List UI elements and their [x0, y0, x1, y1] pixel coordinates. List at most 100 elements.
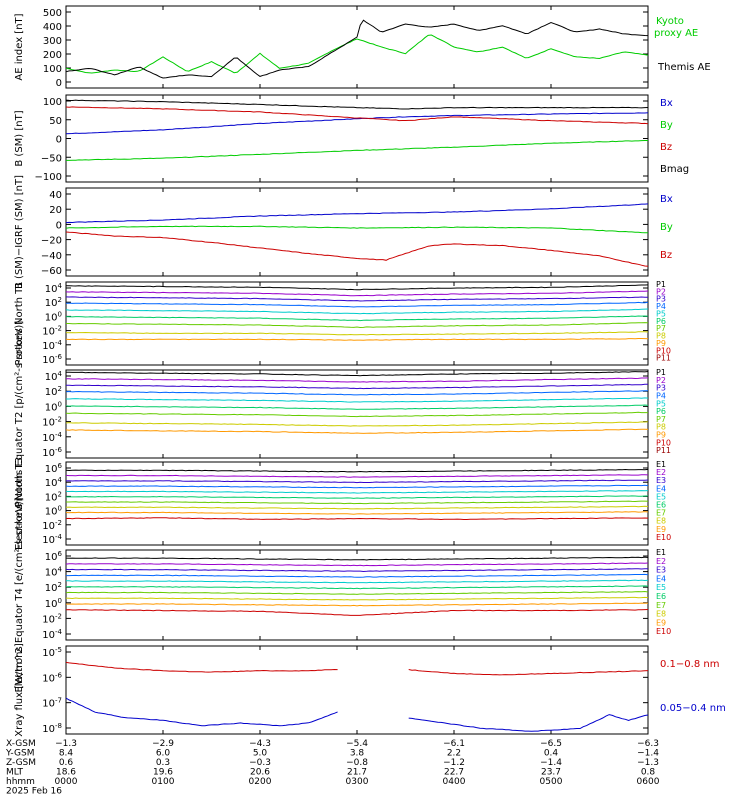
legend-xray-short: 0.05−0.4 nm	[660, 703, 726, 714]
footer-row-label: Z-GSM	[6, 758, 36, 768]
y-tick-label: 10-2	[42, 612, 62, 625]
series-line-Bx	[65, 112, 649, 135]
y-tick-label: 106	[45, 462, 63, 475]
series-line-Bx	[65, 203, 649, 224]
y-tick-label: 10-2	[42, 325, 62, 338]
y-tick-label: 10-8	[42, 722, 62, 735]
legend-kyoto: Kyoto	[656, 16, 684, 27]
legend-channel-E4: E4	[656, 484, 666, 493]
legend-channel-P1: P1	[656, 280, 666, 289]
footer-value: 2.2	[447, 749, 461, 759]
series-line-E9	[66, 602, 649, 607]
footer-value: 0.6	[59, 758, 74, 768]
footer-value: −0.3	[249, 758, 271, 768]
y-tick-label: 10-4	[42, 628, 62, 641]
series-line-P8	[65, 331, 649, 336]
footer-value: −5.4	[346, 739, 368, 749]
y-tick-label: 10-4	[42, 431, 62, 444]
y-tick-label: 104	[45, 476, 63, 489]
footer-value: −1.3	[637, 758, 659, 768]
legend-dbx: Bx	[660, 194, 673, 205]
legend-by: By	[660, 120, 673, 131]
y-tick-label: 102	[45, 385, 62, 398]
footer-value: −1.4	[637, 749, 659, 759]
legend-channel-P6: P6	[656, 317, 666, 326]
footer-value: 21.7	[347, 768, 367, 778]
legend-channel-E9: E9	[656, 525, 666, 534]
series-line-E4	[65, 484, 649, 489]
y-tick-label: −50	[41, 153, 62, 164]
panel-3: 40 20 0 −20 −40 −60 B (SM)−IGRF (SM) [nT]	[14, 175, 649, 289]
y-tick-label: 20	[49, 205, 62, 216]
series-line-By	[65, 225, 649, 234]
y-tick-label: 400	[43, 22, 62, 33]
footer-value: 20.6	[250, 768, 270, 778]
series-line-E7	[65, 590, 649, 595]
series-line-P7	[65, 411, 648, 418]
series-line-E3	[65, 568, 649, 573]
series-line-P2	[65, 290, 649, 297]
y-tick-label: 500	[43, 8, 62, 19]
series-line-E10	[65, 517, 649, 521]
y-tick-label: −60	[41, 266, 62, 277]
legend-channel-P3: P3	[656, 384, 666, 393]
legend-channel-P4: P4	[656, 391, 666, 400]
legend-channel-P6: P6	[656, 407, 666, 416]
panel-frame	[65, 5, 649, 89]
series-line-Themis-AE	[65, 19, 649, 79]
series-line-E1	[65, 468, 649, 473]
y-tick-label: 10-7	[42, 697, 62, 710]
series-line-E6	[66, 495, 649, 499]
legend-channel-P8: P8	[656, 423, 666, 432]
series-line-E9	[65, 511, 649, 515]
series-line-P5	[66, 397, 649, 403]
legend-channel-P5: P5	[656, 309, 666, 318]
footer-row-label: X-GSM	[6, 739, 36, 749]
footer-row-label: Y-GSM	[5, 749, 34, 759]
footer-value: 0.3	[156, 758, 170, 768]
legend-channel-P5: P5	[656, 399, 666, 408]
series-line-Kyoto-proxy-AE	[65, 34, 649, 74]
y-tick-label: 10-4	[42, 533, 62, 546]
footer-value: 0600	[637, 777, 660, 787]
y-tick-label: 0	[56, 220, 62, 231]
series-line-P1	[66, 371, 649, 377]
legend-xray-long: 0.1−0.8 nm	[660, 659, 719, 670]
panel-frame	[65, 187, 649, 277]
legend-channel-P11: P11	[656, 446, 671, 455]
y-tick-label: 104	[45, 566, 63, 579]
legend-channel-P7: P7	[656, 324, 666, 333]
footer-row-label: MLT	[6, 768, 24, 778]
y-tick-label: 10-2	[42, 416, 62, 429]
y-tick-label: 10-2	[42, 519, 62, 532]
legend-channel-E10: E10	[656, 533, 671, 542]
y-tick-label: 104	[45, 282, 63, 295]
legend-channel-E5: E5	[656, 583, 666, 592]
legend-channel-E5: E5	[656, 492, 666, 501]
series-line-E6	[65, 585, 649, 590]
legend-channel-E3: E3	[656, 476, 666, 485]
y-axis-label: Electrons Equator T4 [e/(cm²-s-sr-keV)]	[14, 497, 25, 692]
footer-value: −6.1	[443, 739, 465, 749]
footer-value: 19.6	[153, 768, 173, 778]
panel-frame	[65, 281, 649, 366]
panel-2: 100 50 0 −50 −100 B (SM) [nT]	[14, 94, 649, 183]
y-tick-label: 200	[43, 50, 62, 61]
legend-channel-E10: E10	[656, 627, 671, 636]
series-line-E2	[65, 474, 649, 478]
legend-channel-P4: P4	[656, 302, 666, 311]
y-tick-label: 0	[56, 78, 62, 89]
footer-value: 0200	[249, 777, 272, 787]
y-axis-label: B (SM) [nT]	[14, 110, 25, 166]
series-line-P6	[65, 404, 649, 410]
legend-proxy-ae: proxy AE	[654, 28, 698, 39]
footer-value: 0100	[152, 777, 175, 787]
legend-channel-P2: P2	[656, 376, 666, 385]
y-tick-label: 102	[45, 581, 62, 594]
footer-value: −1.2	[443, 758, 465, 768]
y-tick-label: −20	[41, 236, 62, 247]
